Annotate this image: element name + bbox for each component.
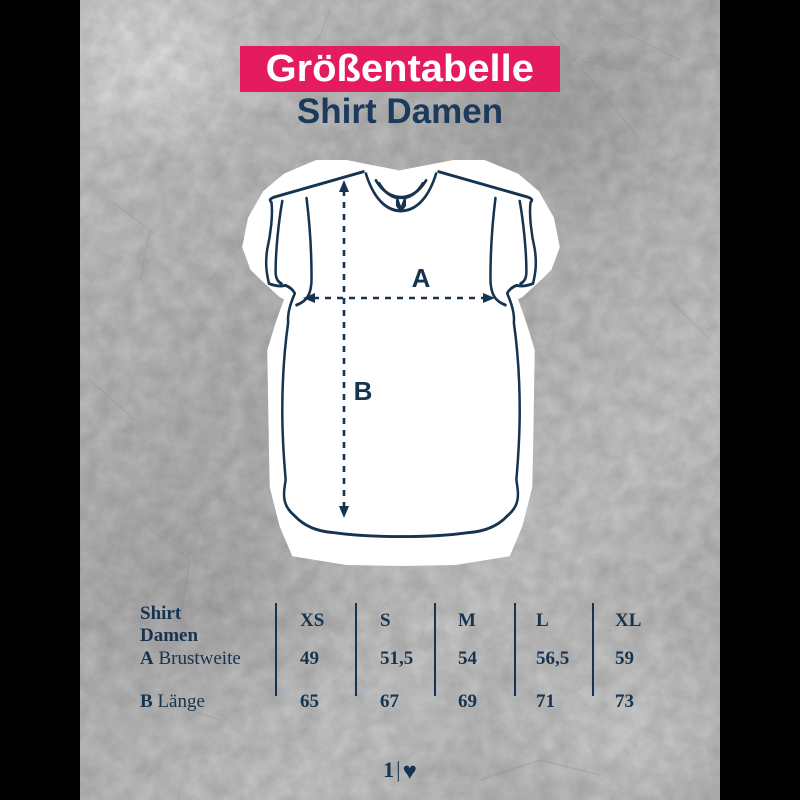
svg-text:B: B [354, 376, 373, 406]
svg-text:A: A [412, 263, 431, 293]
